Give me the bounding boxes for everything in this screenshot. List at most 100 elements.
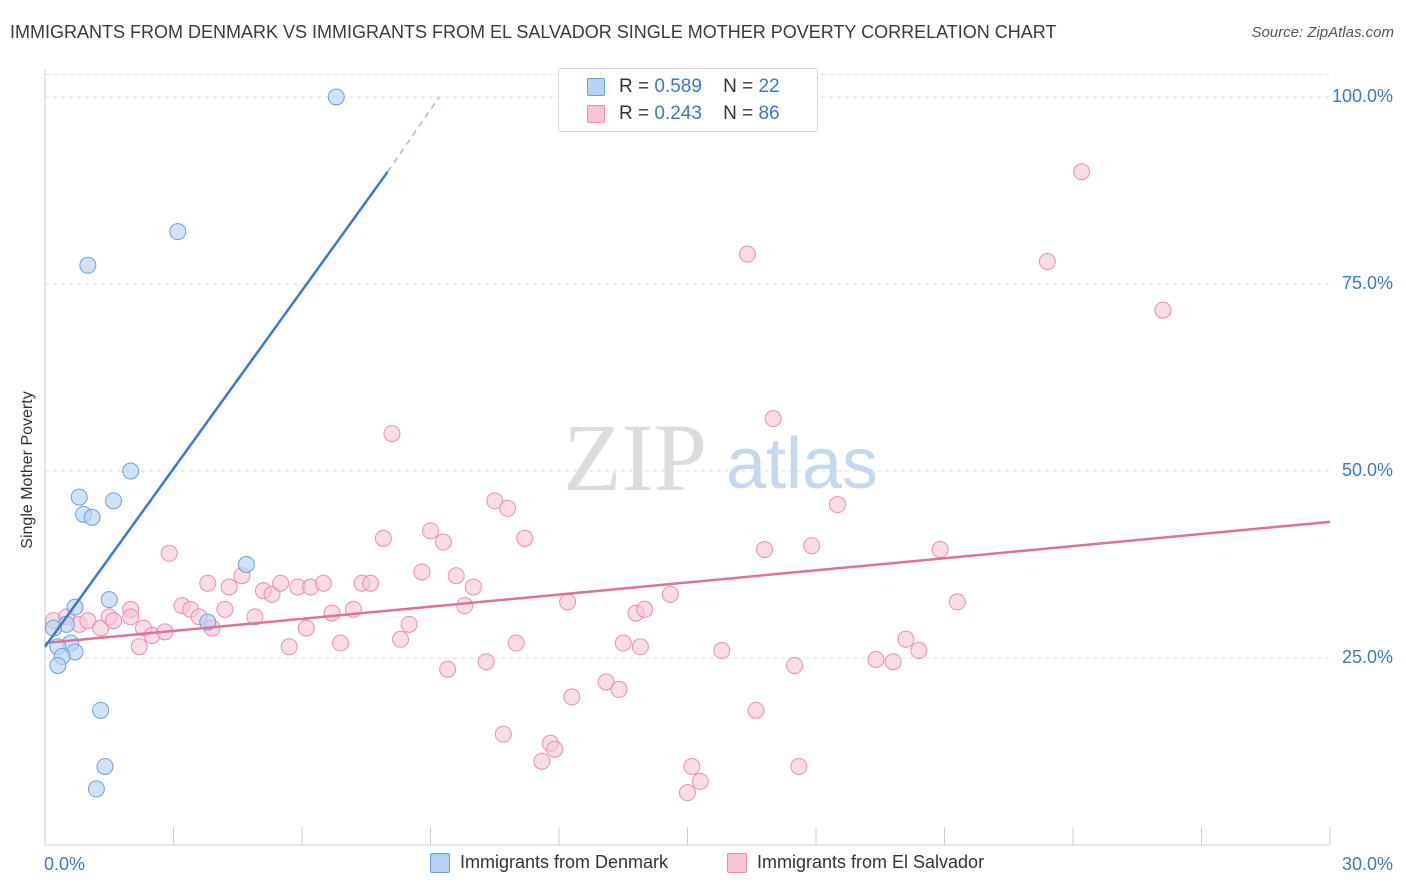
denmark-point	[169, 223, 187, 241]
salvador-point	[614, 634, 632, 652]
salvador-point	[948, 593, 966, 611]
salvador-point	[297, 619, 315, 637]
legend-swatch-salvador	[587, 105, 605, 123]
salvador-point	[1154, 301, 1172, 319]
salvador-point	[464, 578, 482, 596]
denmark-point	[327, 88, 345, 106]
salvador-point	[160, 544, 178, 562]
salvador-point	[92, 619, 110, 637]
salvador-point	[516, 529, 534, 547]
denmark-point	[92, 701, 110, 719]
y-tick-label: 100.0%	[1332, 86, 1393, 106]
bottom-legend-label-salvador: Immigrants from El Salvador	[757, 852, 985, 872]
salvador-point	[499, 499, 517, 517]
denmark-point	[70, 488, 88, 506]
salvador-point	[1073, 163, 1091, 181]
legend-n-value: 86	[758, 103, 780, 124]
denmark-points	[45, 88, 345, 798]
salvador-point	[494, 725, 512, 743]
legend-r-value: 0.243	[654, 103, 702, 124]
salvador-point	[105, 612, 123, 630]
salvador-point	[413, 563, 431, 581]
salvador-point	[323, 604, 341, 622]
legend-n-label: N =	[723, 76, 754, 97]
denmark-point	[79, 256, 97, 274]
denmark-trendline-extension	[387, 96, 440, 173]
denmark-point	[105, 492, 123, 510]
salvador-point	[559, 593, 577, 611]
salvador-point	[122, 608, 140, 626]
salvador-point	[477, 653, 495, 671]
denmark-point	[122, 462, 140, 480]
salvador-point	[332, 634, 350, 652]
watermark-atlas: atlas	[726, 424, 878, 504]
salvador-point	[374, 529, 392, 547]
y-tick-label: 75.0%	[1342, 273, 1393, 293]
salvador-point	[263, 585, 281, 603]
denmark-trendline	[43, 171, 389, 648]
salvador-point	[546, 740, 564, 758]
denmark-point	[96, 757, 114, 775]
salvador-point	[764, 410, 782, 428]
salvador-point	[392, 630, 410, 648]
legend-r-label: R =	[619, 103, 650, 124]
salvador-point	[507, 634, 525, 652]
salvador-point	[661, 585, 679, 603]
salvador-point	[486, 492, 504, 510]
salvador-points	[45, 163, 1172, 802]
denmark-point	[49, 656, 67, 674]
salvador-point	[884, 653, 902, 671]
salvador-point	[897, 630, 915, 648]
salvador-point	[738, 245, 756, 263]
trend-layer	[43, 96, 1331, 648]
salvador-point	[803, 537, 821, 555]
salvador-point	[246, 608, 264, 626]
x-tick-label: 30.0%	[1342, 854, 1393, 874]
y-tick-label: 50.0%	[1342, 460, 1393, 480]
salvador-trendline	[44, 520, 1331, 645]
salvador-point	[383, 425, 401, 443]
legend-r-value: 0.589	[654, 76, 702, 97]
salvador-point	[683, 757, 701, 775]
salvador-point	[747, 701, 765, 719]
salvador-point	[563, 688, 581, 706]
salvador-point	[199, 574, 217, 592]
salvador-point	[456, 597, 474, 615]
y-axis-label-wrap: Single Mother Poverty	[10, 320, 46, 620]
salvador-point	[597, 673, 615, 691]
salvador-point	[679, 784, 696, 802]
salvador-point	[756, 541, 774, 559]
salvador-point	[400, 615, 418, 633]
correlation-legend: R = 0.589 N = 22 R = 0.243 N = 86	[558, 68, 818, 132]
salvador-point	[439, 660, 457, 678]
salvador-point	[362, 574, 380, 592]
salvador-point	[786, 656, 804, 674]
salvador-point	[422, 522, 439, 540]
denmark-point	[100, 591, 118, 609]
denmark-point	[83, 508, 101, 526]
salvador-point	[280, 638, 298, 656]
denmark-point	[237, 556, 255, 573]
salvador-point	[691, 772, 709, 790]
salvador-point	[910, 642, 928, 660]
salvador-point	[434, 533, 452, 551]
salvador-point	[533, 752, 551, 770]
legend-n-label: N =	[723, 103, 754, 124]
legend-n-value: 22	[758, 76, 780, 97]
legend-r-label: R =	[619, 76, 650, 97]
legend-swatch-denmark	[587, 78, 605, 96]
salvador-point	[130, 638, 148, 656]
source-label: Source: ZipAtlas.com	[1251, 24, 1394, 41]
salvador-point	[447, 567, 465, 585]
salvador-point	[272, 574, 290, 592]
salvador-point	[828, 496, 846, 514]
watermark-zip: ZIP	[563, 404, 707, 511]
bottom-legend-swatch-salvador	[727, 853, 747, 873]
salvador-point	[79, 612, 97, 630]
bottom-legend-swatch-denmark	[430, 853, 450, 873]
salvador-point	[1038, 253, 1056, 271]
salvador-point	[713, 642, 731, 660]
salvador-point	[867, 650, 885, 668]
chart-title: IMMIGRANTS FROM DENMARK VS IMMIGRANTS FR…	[10, 22, 1057, 42]
